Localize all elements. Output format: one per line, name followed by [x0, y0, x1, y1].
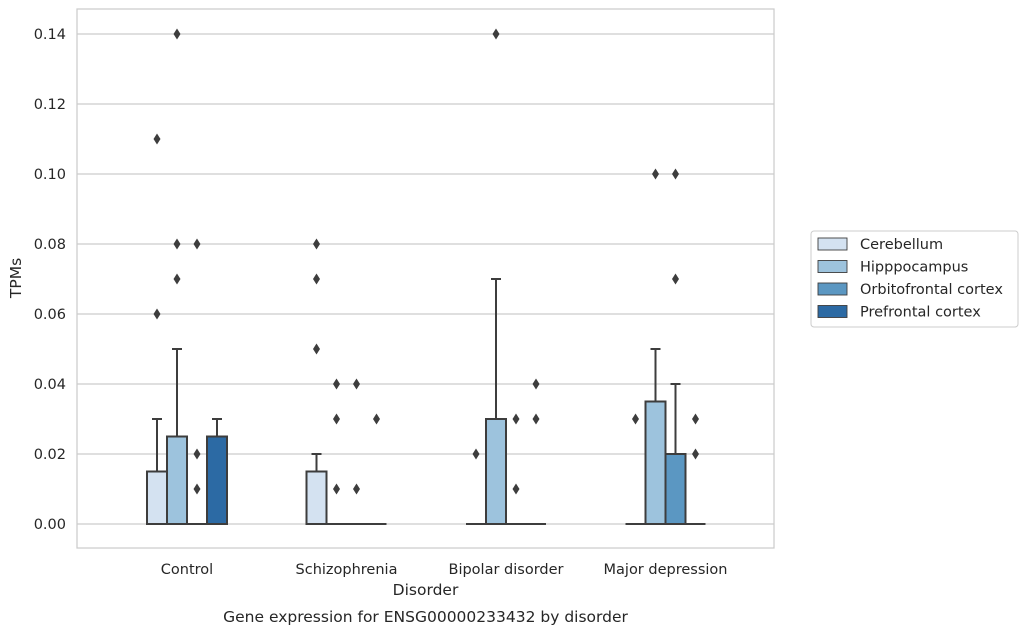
x-tick-label: Major depression	[604, 562, 728, 578]
box-cerebellum	[466, 448, 486, 525]
box-groups	[146, 28, 706, 525]
box-prefrontal-cortex	[685, 413, 706, 525]
legend-frame	[810, 230, 1019, 328]
outlier-point	[313, 238, 320, 250]
legend-label: Prefrontal cortex	[860, 305, 981, 321]
outlier-point	[512, 483, 520, 495]
box-cerebellum	[146, 133, 168, 525]
box-orbitofrontal-cortex	[346, 378, 367, 525]
y-tick-labels: 0.00 0.02 0.04 0.06 0.08 0.10 0.12 0.14	[34, 27, 66, 533]
box-hipppocampus	[326, 378, 347, 525]
legend-swatch	[817, 305, 848, 318]
outlier-point	[173, 238, 181, 250]
outlier-point	[353, 378, 360, 390]
outlier-point	[313, 273, 320, 285]
box-body	[485, 418, 507, 525]
outlier-point	[492, 28, 500, 40]
y-tick-label: 0.12	[34, 97, 66, 113]
outlier-point	[692, 448, 699, 460]
box-body	[166, 435, 188, 525]
box-prefrontal-cortex	[366, 413, 387, 525]
outlier-point	[532, 413, 540, 425]
outlier-point	[672, 168, 679, 180]
x-axis-title: Disorder	[393, 581, 459, 599]
x-tick-label: Bipolar disorder	[449, 562, 564, 578]
outlier-point	[153, 133, 161, 145]
box-body	[146, 470, 168, 525]
outlier-point	[373, 413, 380, 425]
box-body	[305, 470, 328, 525]
legend-label: Cerebellum	[860, 237, 943, 253]
box-orbitofrontal-cortex	[664, 168, 687, 525]
box-prefrontal-cortex	[206, 418, 228, 525]
x-tick-label: Control	[161, 562, 213, 578]
plot-frame	[76, 8, 775, 549]
outlier-point	[672, 273, 679, 285]
y-tick-label: 0.10	[34, 167, 66, 183]
y-tick-label: 0.04	[34, 377, 66, 393]
y-tick-label: 0.08	[34, 237, 66, 253]
outlier-point	[333, 483, 340, 495]
y-tick-label: 0.06	[34, 307, 66, 323]
outlier-point	[692, 413, 699, 425]
outlier-point	[193, 483, 201, 495]
outlier-point	[652, 168, 659, 180]
outlier-point	[333, 378, 340, 390]
box-cerebellum	[305, 238, 328, 525]
outlier-point	[512, 413, 520, 425]
outlier-point	[333, 413, 340, 425]
outlier-point	[173, 28, 181, 40]
box-hipppocampus	[166, 28, 188, 525]
legend-swatch	[817, 237, 848, 251]
y-tick-label: 0.00	[34, 517, 66, 533]
box-orbitofrontal-cortex	[506, 413, 526, 525]
outlier-point	[173, 273, 181, 285]
box-cerebellum	[625, 413, 646, 525]
box-hipppocampus	[485, 28, 507, 525]
box-body	[206, 435, 228, 525]
box-orbitofrontal-cortex	[187, 238, 207, 525]
outlier-point	[193, 448, 201, 460]
outlier-point	[632, 413, 639, 425]
legend-label: Hipppocampus	[860, 260, 968, 276]
legend-label: Orbitofrontal cortex	[860, 282, 1003, 298]
legend-swatch	[817, 282, 848, 296]
box-body	[664, 453, 687, 525]
outlier-point	[532, 378, 540, 390]
legend-swatch	[817, 260, 848, 273]
chart-title: Gene expression for ENSG00000233432 by d…	[223, 608, 628, 626]
outlier-point	[153, 308, 161, 320]
box-prefrontal-cortex	[526, 378, 546, 525]
x-tick-labels: Control Schizophrenia Bipolar disorder Majo…	[161, 562, 728, 578]
outlier-point	[313, 343, 320, 355]
outlier-point	[193, 238, 201, 250]
x-tick-label: Schizophrenia	[296, 562, 398, 578]
y-tick-label: 0.02	[34, 447, 66, 463]
outlier-point	[353, 483, 360, 495]
y-axis-title: TPMs	[7, 258, 25, 299]
box-body	[644, 400, 667, 525]
y-tick-label: 0.14	[34, 27, 66, 43]
legend: Cerebellum Hipppocampus Orbitofrontal cort…	[810, 230, 1019, 328]
outlier-point	[472, 448, 480, 460]
